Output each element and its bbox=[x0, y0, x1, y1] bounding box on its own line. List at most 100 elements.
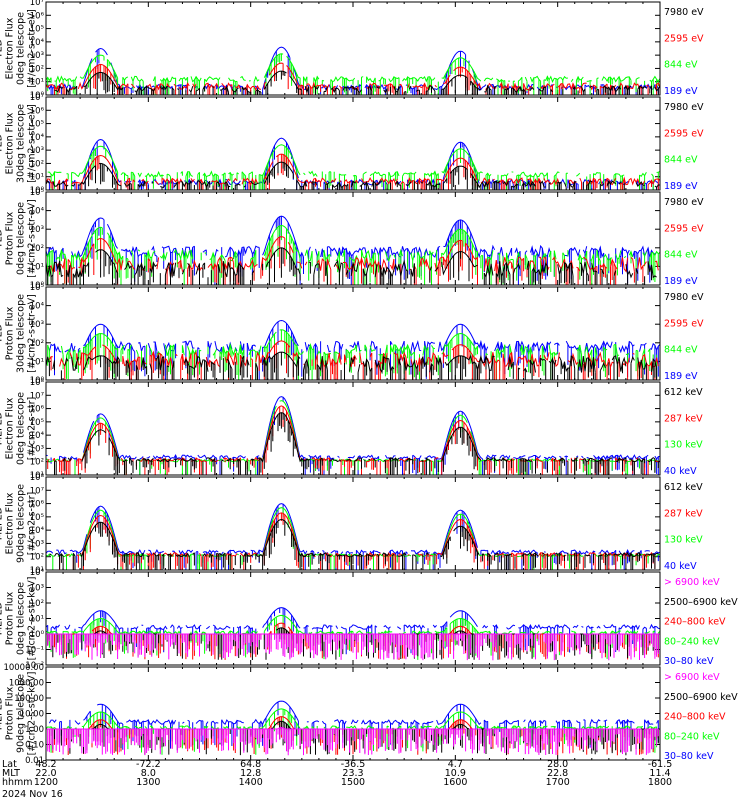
plot-frame bbox=[45, 476, 661, 571]
y-tick-label: 10⁴ bbox=[30, 133, 45, 143]
legend-entry: 844 eV bbox=[664, 155, 698, 166]
series-130-kev-line bbox=[46, 507, 660, 558]
panel-ted-p-30: TEDProton Flux30deg telescope[#/cm2-s-st… bbox=[0, 283, 704, 386]
y-axis-label: TEDElectron Flux0deg telescope[#/cm2-s-s… bbox=[0, 9, 38, 88]
y-axis-label-line: TED bbox=[0, 324, 5, 344]
y-axis-label: MEPEDElectron Flux90deg telescope[#/cm2-… bbox=[0, 484, 38, 563]
plot-frame bbox=[45, 96, 661, 191]
y-axis-label-line: [#/cm2-s-str-eV] bbox=[27, 199, 38, 278]
legend-entry: 40 keV bbox=[664, 561, 697, 572]
y-axis-label-line: Proton Flux bbox=[5, 686, 16, 740]
legend-entry: 7980 eV bbox=[664, 7, 704, 18]
footer-hhmm-value: 1700 bbox=[546, 777, 570, 788]
y-tick-label: 10⁶ bbox=[30, 405, 45, 415]
legend-entry: 2595 eV bbox=[664, 318, 704, 329]
y-tick-label: 10³ bbox=[30, 51, 44, 61]
y-tick-label: 10⁷ bbox=[30, 391, 45, 401]
legend-entry: 189 eV bbox=[664, 371, 698, 382]
footer-lat-value: -72.2 bbox=[136, 759, 161, 770]
y-axis-label-line: Proton Flux bbox=[5, 591, 16, 645]
panel-meped-p-90: MEPEDProton Flux90deg telescope[#/cm2-s-… bbox=[0, 663, 738, 766]
y-axis-label: MEPEDProton Flux0deg telescope[#/cm2-s-s… bbox=[0, 577, 38, 661]
y-tick-label: 10⁸ bbox=[30, 378, 45, 388]
panel-ted-p-0: TEDProton Flux0deg telescope[#/cm2-s-str… bbox=[0, 188, 704, 291]
footer-lat-value: 64.8 bbox=[240, 759, 261, 770]
plot-frame bbox=[45, 381, 661, 476]
series-40-kev-line bbox=[46, 396, 660, 461]
series-spikes bbox=[46, 397, 659, 475]
y-tick-label: 10⁴ bbox=[30, 431, 45, 441]
y-tick-label: 10⁰ bbox=[30, 186, 45, 196]
series-40-kev-line bbox=[46, 503, 660, 556]
series-spikes bbox=[59, 702, 659, 750]
series-group bbox=[46, 700, 660, 756]
series-844-ev-line bbox=[46, 53, 660, 84]
y-tick-label: 10⁰ bbox=[30, 91, 45, 101]
footer-row-label: MLT bbox=[2, 768, 20, 779]
y-tick-label: 10³ bbox=[30, 584, 44, 594]
footer-mlt-value: 23.3 bbox=[342, 768, 363, 779]
series-spikes bbox=[47, 247, 652, 285]
legend-entry: 287 keV bbox=[664, 508, 703, 519]
y-tick-label: 10⁷ bbox=[30, 93, 45, 103]
series-spikes bbox=[47, 406, 649, 475]
legend-entry: 7980 eV bbox=[664, 197, 704, 208]
footer-mlt-value: 12.8 bbox=[240, 768, 261, 779]
series-130-kev-line bbox=[46, 400, 659, 463]
legend-entry: 612 keV bbox=[664, 482, 703, 493]
y-axis-label-line: Electron Flux bbox=[5, 112, 16, 174]
y-tick-label: 10³ bbox=[30, 146, 44, 156]
legend-entry: > 6900 keV bbox=[664, 577, 720, 588]
footer-lat-value: 48.2 bbox=[35, 759, 56, 770]
plot-frame bbox=[45, 1, 661, 96]
y-tick-label: 10³ bbox=[30, 320, 44, 330]
y-tick-label: 10² bbox=[30, 339, 44, 349]
series-189-ev-line bbox=[48, 319, 660, 354]
footer-mlt-value: 10.9 bbox=[445, 768, 466, 779]
series-287-kev-line bbox=[47, 405, 660, 463]
footer-lat-value: -36.5 bbox=[341, 759, 366, 770]
footer-hhmm-value: 1800 bbox=[648, 777, 672, 788]
legend-entry: 189 eV bbox=[664, 86, 698, 97]
y-tick-label: 10² bbox=[30, 553, 44, 563]
y-tick-label: 10⁴ bbox=[30, 302, 45, 312]
legend-entry: 7980 eV bbox=[664, 292, 704, 303]
legend-entry: 30–80 keV bbox=[664, 751, 714, 762]
y-tick-label: 10⁷ bbox=[30, 486, 45, 496]
y-tick-label: 10¹ bbox=[30, 262, 44, 272]
legend-entry: 80–240 keV bbox=[664, 731, 720, 742]
series-spikes bbox=[59, 521, 656, 570]
y-axis-label-line: 90deg telescope bbox=[16, 674, 27, 753]
series-844-ev-line bbox=[47, 144, 660, 178]
y-tick-label: 10⁶ bbox=[30, 11, 45, 21]
series-30-80-kev-line bbox=[48, 700, 659, 726]
y-axis-label-line: TED bbox=[0, 134, 5, 154]
footer-mlt-value: 11.4 bbox=[649, 768, 670, 779]
legend-entry: 844 eV bbox=[664, 250, 698, 261]
y-tick-label: 10² bbox=[30, 458, 44, 468]
plot-frame bbox=[45, 666, 661, 761]
y-tick-label: 10⁶ bbox=[30, 500, 45, 510]
footer-hhmm-value: 1600 bbox=[443, 777, 467, 788]
y-tick-label: 10³ bbox=[30, 444, 44, 454]
legend-entry: 287 keV bbox=[664, 413, 703, 424]
y-tick-label: 10⁴ bbox=[30, 526, 45, 536]
y-tick-label: 10¹ bbox=[30, 471, 44, 481]
footer-mlt-value: 8.0 bbox=[141, 768, 156, 779]
y-tick-label: 10² bbox=[30, 159, 44, 169]
legend-entry: 40 keV bbox=[664, 466, 697, 477]
series-group bbox=[46, 137, 660, 190]
y-tick-label: 10⁰ bbox=[30, 630, 45, 640]
series-group bbox=[46, 396, 660, 475]
y-tick-label: 10⁰ bbox=[30, 376, 45, 386]
y-tick-label: 10⁵ bbox=[30, 283, 44, 293]
plot-frame bbox=[45, 191, 661, 286]
y-tick-label: 10¹ bbox=[30, 615, 44, 625]
y-axis-label-line: Electron Flux bbox=[5, 397, 16, 459]
legend-entry: 240–800 keV bbox=[664, 617, 726, 628]
series-spikes bbox=[66, 71, 659, 95]
y-axis-label-line: [#/cm2-s-str] bbox=[27, 492, 38, 555]
y-axis-label-line: MEPED bbox=[0, 602, 5, 635]
